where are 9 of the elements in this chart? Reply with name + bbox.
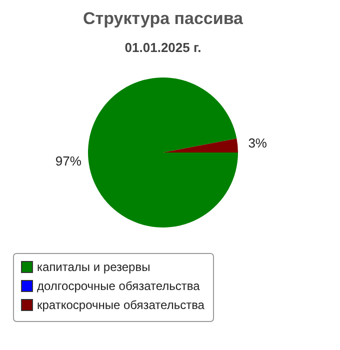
pie-slice <box>163 138 238 152</box>
pie-slice <box>88 78 238 228</box>
chart-title: Структура пассива <box>82 9 244 28</box>
data-label: 3% <box>248 136 268 151</box>
legend-label: долгосрочные обязательства <box>37 279 200 293</box>
legend-label: краткосрочные обязательства <box>37 298 205 312</box>
data-label: 97% <box>55 153 82 168</box>
chart-subtitle: 01.01.2025 г. <box>124 40 202 55</box>
legend-label: капиталы и резервы <box>37 260 150 274</box>
